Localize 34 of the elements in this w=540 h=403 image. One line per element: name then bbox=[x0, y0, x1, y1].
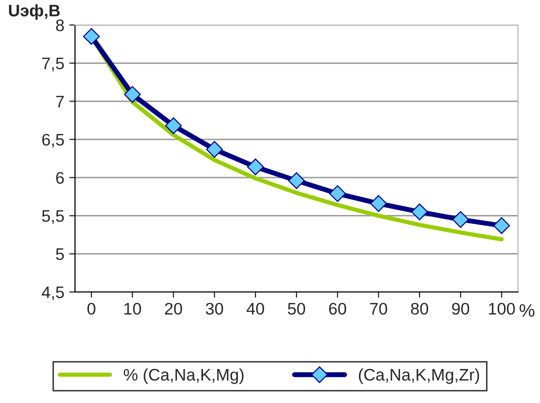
point bbox=[452, 211, 469, 228]
y-tick-label: 7,5 bbox=[42, 58, 64, 72]
point bbox=[165, 117, 182, 134]
x-tick-label: 90 bbox=[452, 302, 470, 315]
y-tick-label: 6,5 bbox=[42, 134, 64, 148]
x-tick-label: 80 bbox=[411, 302, 428, 315]
point bbox=[411, 204, 428, 220]
x-tick-label: 20 bbox=[165, 302, 182, 315]
x-tick-label: 50 bbox=[288, 302, 306, 315]
y-tick-label: 8 bbox=[56, 19, 64, 32]
y-tick-label: 4,5 bbox=[42, 286, 64, 300]
legend-label: % (Ca,Na,K,Mg) bbox=[124, 368, 244, 384]
point bbox=[329, 185, 346, 202]
y-tick-label: 5 bbox=[56, 248, 64, 260]
x-tick-label: 10 bbox=[124, 302, 142, 315]
x-tick-label: 60 bbox=[329, 302, 346, 315]
y-axis-title: Uэф,В bbox=[9, 4, 60, 20]
x-axis-title: % bbox=[520, 304, 534, 317]
point bbox=[247, 158, 264, 176]
y-tick-label: 6 bbox=[56, 172, 64, 184]
x-tick-label: 30 bbox=[206, 302, 224, 315]
point bbox=[493, 217, 510, 234]
point bbox=[83, 28, 100, 45]
x-tick-label: 70 bbox=[370, 302, 388, 315]
point bbox=[288, 172, 305, 189]
y-tick-label: 7 bbox=[56, 96, 64, 108]
y-tick-label: 5,5 bbox=[42, 210, 64, 224]
point bbox=[206, 140, 223, 158]
point bbox=[124, 86, 141, 103]
legend-label: (Ca,Na,K,Mg,Zr) bbox=[358, 368, 480, 384]
x-tick-label: 100 bbox=[488, 302, 515, 315]
x-tick-label: 40 bbox=[246, 302, 264, 315]
x-tick-label: 0 bbox=[87, 302, 96, 315]
point bbox=[370, 195, 387, 212]
